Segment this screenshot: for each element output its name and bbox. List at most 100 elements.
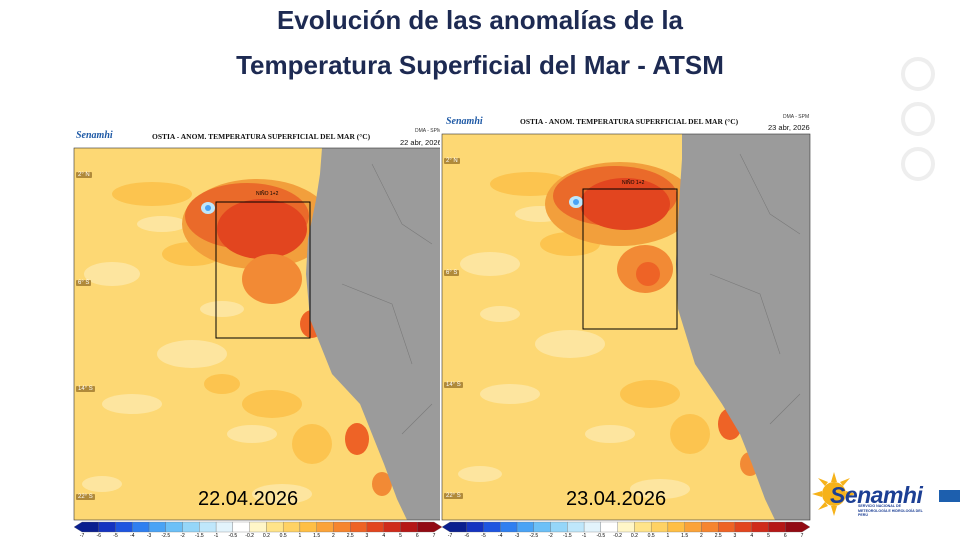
colorbar-swatch <box>516 521 534 533</box>
colorbar-tick-label: 3 <box>733 533 737 539</box>
colorbar-swatch <box>617 521 635 533</box>
colorbar-tick-label: 1 <box>666 533 670 539</box>
colorbar-tick-label: -1.5 <box>563 533 572 539</box>
colorbar-swatch <box>785 521 810 533</box>
colorbar-tick-label: -0.2 <box>245 533 254 539</box>
lat-label: 6° S <box>444 270 460 276</box>
colorbar-legend-1 <box>74 521 442 533</box>
map-title: OSTIA - ANOM. TEMPERATURA SUPERFICIAL DE… <box>520 117 739 126</box>
senamhi-sun-logo <box>812 472 856 516</box>
sst-anomaly-map-panel-2: Senamhi OSTIA - ANOM. TEMPERATURA SUPERF… <box>440 104 812 540</box>
colorbar-ticks-2: -7 -6 -5 -4 -3 -2.5 -2 -1.5 -1 -0.5 -0.2 0.2 0.5 1 1.5… <box>442 533 810 540</box>
colorbar-tick-label: -2.5 <box>529 533 539 539</box>
colorbar-swatch <box>483 521 501 533</box>
colorbar-tick-label: 2 <box>700 533 703 539</box>
colorbar-swatch <box>400 521 418 533</box>
sst-anomaly-map-1 <box>72 104 444 540</box>
colorbar-tick-label: -3 <box>146 533 152 539</box>
colorbar-swatch <box>74 521 99 533</box>
colorbar-tick-label: -1 <box>581 533 587 539</box>
colorbar-swatch <box>417 521 442 533</box>
colorbar-tick-label: -2.5 <box>161 533 171 539</box>
map-source: DMA - SPM <box>783 114 810 120</box>
colorbar-swatch <box>751 521 769 533</box>
colorbar-tick-label: 2.5 <box>714 533 722 539</box>
colorbar-swatch <box>466 521 484 533</box>
map-date-small: 23 abr, 2026 <box>768 123 810 132</box>
sst-anomaly-map-panel-1: Senamhi OSTIA - ANOM. TEMPERATURA SUPERF… <box>72 104 444 540</box>
lat-label: 22° S <box>76 494 95 500</box>
lat-label: 6° S <box>76 280 92 286</box>
colorbar-tick-label: 4 <box>750 533 754 539</box>
decorative-circle <box>901 102 935 136</box>
decorative-circle <box>901 147 935 181</box>
colorbar-swatch <box>667 521 685 533</box>
colorbar-swatch <box>442 521 467 533</box>
colorbar-tick-label: 7 <box>432 533 436 539</box>
colorbar-swatch <box>600 521 618 533</box>
colorbar-tick-label: 0.5 <box>647 533 655 539</box>
colorbar-tick-label: 4 <box>382 533 386 539</box>
senamhi-subtitle: SERVICIO NACIONAL DE METEOROLOGÍA E HIDR… <box>858 504 923 517</box>
colorbar-swatch <box>266 521 284 533</box>
lat-label: 14° S <box>444 382 463 388</box>
colorbar-swatch <box>282 521 301 533</box>
panel-big-date: 23.04.2026 <box>566 488 667 510</box>
colorbar-swatch <box>500 521 518 533</box>
colorbar-swatch <box>98 521 116 533</box>
colorbar-tick-label: 6 <box>415 533 419 539</box>
colorbar-tick-label: -1.5 <box>195 533 204 539</box>
colorbar-tick-label: -6 <box>464 533 469 539</box>
colorbar-tick-label: -0.2 <box>613 533 622 539</box>
colorbar-swatch <box>333 521 351 533</box>
colorbar-swatch <box>148 521 166 533</box>
colorbar-tick-label: 0.2 <box>262 533 270 539</box>
senamhi-mini-logo: Senamhi <box>446 116 483 127</box>
colorbar-swatch <box>650 521 669 533</box>
colorbar-tick-label: -7 <box>447 533 453 539</box>
colorbar-tick-label: -7 <box>79 533 85 539</box>
colorbar-tick-label: 3 <box>365 533 369 539</box>
colorbar-swatch <box>199 521 217 533</box>
senamhi-mini-logo: Senamhi <box>76 130 113 141</box>
map-title: OSTIA - ANOM. TEMPERATURA SUPERFICIAL DE… <box>152 132 371 141</box>
colorbar-swatch <box>366 521 384 533</box>
colorbar-swatch <box>215 521 234 533</box>
colorbar-tick-label: 0.5 <box>279 533 287 539</box>
colorbar-tick-label: -5 <box>113 533 118 539</box>
colorbar-tick-label: -3 <box>514 533 520 539</box>
colorbar-swatch <box>533 521 551 533</box>
colorbar-tick-label: -2 <box>180 533 185 539</box>
colorbar-tick-label: -6 <box>96 533 101 539</box>
colorbar-tick-label: 5 <box>399 533 402 539</box>
colorbar-ticks-1: -7 -6 -5 -4 -3 -2.5 -2 -1.5 -1 -0.5 -0.2 0.2 0.5 1 1.5… <box>74 533 442 540</box>
colorbar-swatch <box>768 521 786 533</box>
colorbar-tick-label: 1 <box>298 533 302 539</box>
colorbar-tick-label: -1 <box>213 533 219 539</box>
colorbar-swatch <box>232 521 250 533</box>
brand-blue-accent <box>939 490 960 502</box>
colorbar-tick-label: 1.5 <box>681 533 689 539</box>
region-label: NIÑO 1+2 <box>622 180 645 186</box>
colorbar-swatch <box>583 521 602 533</box>
lat-label: 22° S <box>444 493 463 499</box>
colorbar-swatch <box>316 521 334 533</box>
decorative-circle <box>901 57 935 91</box>
colorbar-swatch <box>718 521 736 533</box>
map-date-small: 22 abr, 2026 <box>400 138 442 147</box>
colorbar-swatch <box>634 521 652 533</box>
slide-title-line1: Evolución de las anomalías de la <box>276 5 684 35</box>
colorbar-swatch <box>249 521 267 533</box>
map-source: DMA - SPM <box>415 128 442 134</box>
lat-label: 2° N <box>444 158 460 164</box>
colorbar-swatch <box>182 521 200 533</box>
colorbar-tick-label: 6 <box>783 533 787 539</box>
colorbar-tick-label: -4 <box>130 533 135 539</box>
colorbar-swatch <box>132 521 150 533</box>
colorbar-tick-label: 0.2 <box>630 533 638 539</box>
colorbar-swatch <box>350 521 368 533</box>
slide-title-line2: Temperatura Superficial del Mar - ATSM <box>236 50 724 80</box>
colorbar-legend-2 <box>442 521 810 533</box>
sst-anomaly-map-2 <box>440 104 812 540</box>
colorbar-tick-label: 1.5 <box>313 533 321 539</box>
